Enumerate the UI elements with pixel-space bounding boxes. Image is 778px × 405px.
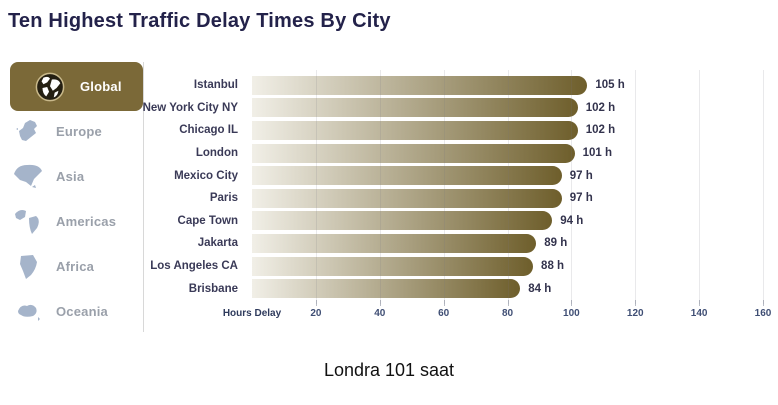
x-tick-mark-40 (379, 300, 381, 306)
europe-map-icon (10, 116, 46, 146)
x-tick-mark-80 (507, 300, 509, 306)
bar-value-label: 84 h (528, 282, 552, 295)
bar-row: 102 h (252, 97, 763, 120)
bar-label: Paris (209, 192, 238, 205)
bar-value-label: 88 h (541, 260, 565, 273)
plot-area: 105 h 102 h 102 h 101 h 97 h 97 h 94 h 89 h 88 h… (252, 70, 764, 304)
x-tick-label-60: 60 (438, 308, 450, 319)
sidebar-item-asia[interactable]: Asia (10, 158, 143, 194)
bar-label: London (195, 147, 238, 160)
gridline-120 (635, 70, 637, 304)
sidebar-item-label: Europe (56, 123, 102, 139)
x-tick-mark-120 (635, 300, 637, 306)
gridline-140 (699, 70, 701, 304)
bar-row: 102 h (252, 119, 763, 142)
bar-label: Cape Town (177, 214, 238, 227)
gridline-100 (571, 70, 573, 304)
bar-row: 105 h (252, 74, 763, 97)
bar (252, 166, 562, 186)
bar (252, 75, 588, 95)
africa-map-icon (10, 251, 46, 281)
bar (252, 188, 562, 208)
bar-row: 89 h (252, 232, 763, 255)
x-tick-label-20: 20 (310, 308, 322, 319)
bar-label: Brisbane (188, 282, 238, 295)
oceania-map-icon (10, 296, 46, 326)
image-caption: Londra 101 saat (323, 360, 455, 380)
bar-label: Los Angeles CA (150, 260, 238, 273)
bar-value-label: 97 h (569, 192, 593, 205)
sidebar-item-oceania[interactable]: Oceania (10, 293, 143, 329)
x-tick-mark-140 (699, 300, 701, 306)
bar-label: Jakarta (197, 237, 238, 250)
gridline-60 (443, 70, 445, 304)
bar-value-label: 101 h (582, 147, 612, 160)
bar-category-labels: Istanbul New York City NY Chicago IL London… (96, 74, 246, 300)
x-tick-label-120: 120 (626, 308, 644, 319)
bar-label: Chicago IL (179, 124, 238, 137)
sidebar-item-label: Oceania (56, 303, 108, 319)
sidebar-item-americas[interactable]: Americas (10, 203, 143, 239)
bar-row: 97 h (252, 164, 763, 187)
bar-row: 84 h (252, 277, 763, 300)
bar-row: 94 h (252, 210, 763, 233)
gridline-40 (379, 70, 381, 304)
x-tick-mark-60 (443, 300, 445, 306)
bar (252, 98, 578, 118)
bar-row: 97 h (252, 187, 763, 210)
sidebar-item-label: Americas (56, 213, 117, 229)
bar-value-label: 102 h (585, 101, 616, 114)
bar-label: Mexico City (174, 169, 238, 182)
globe-icon (32, 72, 68, 102)
x-tick-label-100: 100 (563, 308, 580, 319)
x-tick-mark-160 (763, 300, 764, 306)
x-tick-label-140: 140 (690, 308, 708, 319)
x-tick-label-160: 160 (754, 308, 772, 319)
asia-map-icon (10, 161, 46, 191)
bar (252, 143, 575, 163)
bar (252, 256, 534, 276)
bar-label: New York City NY (142, 101, 238, 114)
x-tick-mark-20 (315, 300, 317, 306)
sidebar-item-global[interactable]: Global (10, 62, 143, 111)
bar-value-label: 89 h (544, 237, 568, 250)
bar-value-label: 97 h (569, 169, 593, 182)
x-tick-label-80: 80 (501, 308, 514, 319)
bar-value-label: 102 h (585, 124, 616, 137)
bar-value-label: 94 h (560, 214, 584, 227)
bar (252, 279, 521, 299)
bar-row: 101 h (252, 142, 763, 165)
sidebar-item-label: Asia (56, 168, 85, 184)
bar-row: 88 h (252, 255, 763, 278)
x-tick-label-40: 40 (374, 308, 386, 319)
sidebar-item-label: Africa (56, 258, 95, 274)
gridline-160 (763, 70, 764, 304)
bar (252, 211, 553, 231)
sidebar-item-label: Global (80, 79, 122, 94)
bar-label: Istanbul (193, 79, 238, 92)
x-tick-mark-100 (571, 300, 573, 306)
page-title: Ten Highest Traffic Delay Times By City (8, 10, 391, 32)
gridline-80 (507, 70, 509, 304)
americas-map-icon (10, 206, 46, 236)
x-axis: Hours Delay 20 40 60 80 100 120 140 160 (223, 300, 771, 330)
sidebar-item-africa[interactable]: Africa (10, 248, 143, 284)
bar (252, 120, 578, 140)
x-axis-title: Hours Delay (222, 308, 282, 319)
sidebar-divider (143, 62, 144, 332)
gridline-20 (315, 70, 317, 304)
sidebar-item-europe[interactable]: Europe (10, 113, 143, 149)
bar-value-label: 105 h (595, 79, 625, 92)
bar (252, 233, 537, 253)
